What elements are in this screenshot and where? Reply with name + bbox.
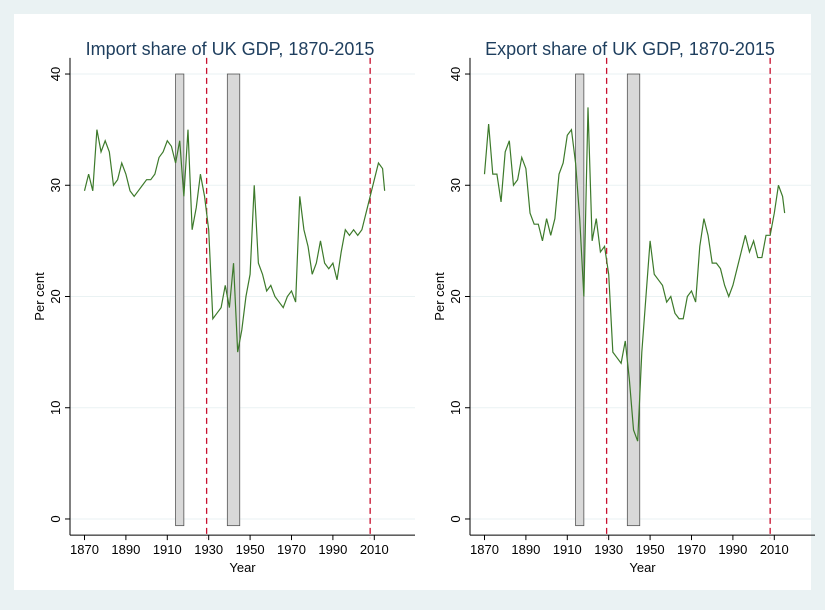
x-tick-label: 1890 xyxy=(111,542,140,557)
x-tick-label: 2010 xyxy=(360,542,389,557)
y-tick-label: 20 xyxy=(448,289,463,303)
x-tick-label: 1930 xyxy=(594,542,623,557)
y-tick-label: 10 xyxy=(48,401,63,415)
x-tick-label: 1910 xyxy=(553,542,582,557)
x-tick-label: 1870 xyxy=(70,542,99,557)
y-axis-label: Per cent xyxy=(32,272,47,321)
x-tick-label: 1890 xyxy=(511,542,540,557)
y-axis-label: Per cent xyxy=(432,272,447,321)
x-tick-label: 1910 xyxy=(153,542,182,557)
x-axis-label: Year xyxy=(629,560,656,575)
shaded-period xyxy=(175,73,185,527)
data-line xyxy=(83,129,386,353)
shaded-period xyxy=(575,73,585,527)
x-tick-label: 1970 xyxy=(677,542,706,557)
x-tick-label: 2010 xyxy=(760,542,789,557)
x-tick-label: 1970 xyxy=(277,542,306,557)
x-tick-label: 1990 xyxy=(318,542,347,557)
chart-title: Export share of UK GDP, 1870-2015 xyxy=(485,39,775,59)
x-tick-label: 1930 xyxy=(194,542,223,557)
y-tick-label: 0 xyxy=(448,515,463,522)
x-tick-label: 1870 xyxy=(470,542,499,557)
y-tick-label: 30 xyxy=(448,178,463,192)
y-tick-label: 20 xyxy=(48,289,63,303)
x-tick-label: 1990 xyxy=(718,542,747,557)
y-tick-label: 30 xyxy=(48,178,63,192)
graph-region xyxy=(14,14,811,590)
shaded-period xyxy=(626,73,641,527)
shaded-period xyxy=(226,73,241,527)
data-line xyxy=(483,107,786,442)
x-tick-label: 1950 xyxy=(636,542,665,557)
x-axis-label: Year xyxy=(229,560,256,575)
x-tick-label: 1950 xyxy=(236,542,265,557)
y-tick-label: 0 xyxy=(48,515,63,522)
chart-title: Import share of UK GDP, 1870-2015 xyxy=(86,39,375,59)
y-tick-label: 40 xyxy=(448,67,463,81)
y-tick-label: 40 xyxy=(48,67,63,81)
y-tick-label: 10 xyxy=(448,401,463,415)
